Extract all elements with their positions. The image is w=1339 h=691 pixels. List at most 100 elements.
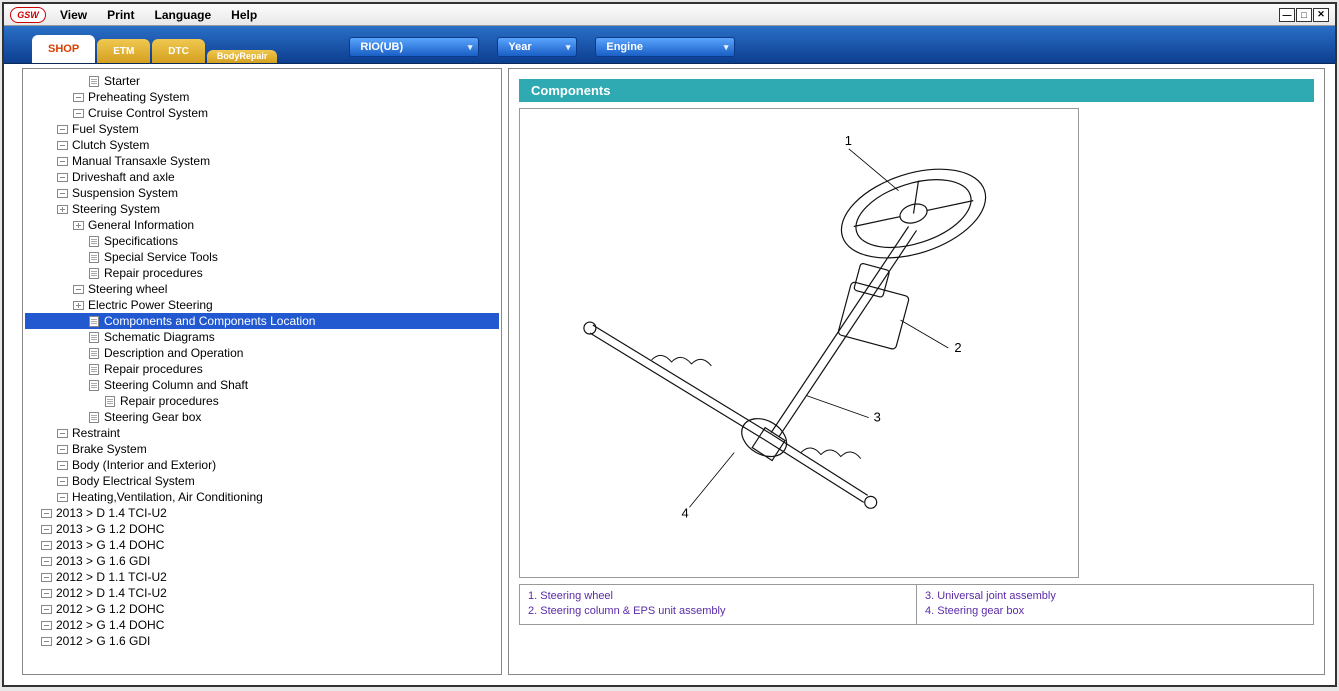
navigation-tree[interactable]: StarterPreheating SystemCruise Control S… [22,68,502,675]
tree-item[interactable]: Clutch System [25,137,499,153]
collapse-icon[interactable] [57,461,68,470]
tree-item[interactable]: 2012 > G 1.4 DOHC [25,617,499,633]
tree-item-label: 2013 > G 1.4 DOHC [56,537,164,553]
menu-language[interactable]: Language [154,8,211,22]
collapse-icon[interactable] [41,509,52,518]
tree-item[interactable]: Cruise Control System [25,105,499,121]
tree-item-label: Driveshaft and axle [72,169,175,185]
tree-item[interactable]: Suspension System [25,185,499,201]
tree-item[interactable]: Schematic Diagrams [25,329,499,345]
collapse-icon[interactable] [73,93,84,102]
document-icon[interactable] [89,364,99,375]
expand-icon[interactable] [73,301,84,310]
tree-item[interactable]: Steering wheel [25,281,499,297]
tree-item-label: Body (Interior and Exterior) [72,457,216,473]
tree-item-label: 2013 > G 1.6 GDI [56,553,150,569]
document-icon[interactable] [89,332,99,343]
document-icon[interactable] [89,76,99,87]
collapse-icon[interactable] [41,573,52,582]
menu-help[interactable]: Help [231,8,257,22]
document-icon[interactable] [89,380,99,391]
steering-diagram-svg: 1 2 3 4 [520,109,1078,577]
collapse-icon[interactable] [73,285,84,294]
document-icon[interactable] [89,348,99,359]
collapse-icon[interactable] [73,109,84,118]
year-dropdown[interactable]: Year [497,37,577,57]
tree-item[interactable]: 2013 > G 1.4 DOHC [25,537,499,553]
collapse-icon[interactable] [57,157,68,166]
tab-body-repair[interactable]: Body Repair [207,50,278,63]
tree-item[interactable]: Steering Column and Shaft [25,377,499,393]
collapse-icon[interactable] [41,589,52,598]
expand-icon[interactable] [73,221,84,230]
tree-item[interactable]: Repair procedures [25,361,499,377]
tree-item[interactable]: Starter [25,73,499,89]
tree-item[interactable]: 2012 > D 1.1 TCI-U2 [25,569,499,585]
tree-item[interactable]: Steering System [25,201,499,217]
document-icon[interactable] [89,268,99,279]
collapse-icon[interactable] [41,557,52,566]
tab-etm[interactable]: ETM [97,39,150,63]
tree-item[interactable]: Heating,Ventilation, Air Conditioning [25,489,499,505]
callout-3: 3 [874,410,881,425]
tree-item[interactable]: Brake System [25,441,499,457]
tree-item[interactable]: Body (Interior and Exterior) [25,457,499,473]
collapse-icon[interactable] [41,605,52,614]
tree-item[interactable]: Repair procedures [25,265,499,281]
tree-item-label: Repair procedures [104,361,203,377]
expand-icon[interactable] [57,205,68,214]
tree-item-label: Cruise Control System [88,105,208,121]
menu-view[interactable]: View [60,8,87,22]
collapse-icon[interactable] [57,173,68,182]
collapse-icon[interactable] [57,189,68,198]
collapse-icon[interactable] [57,429,68,438]
document-icon[interactable] [105,396,115,407]
menu-print[interactable]: Print [107,8,134,22]
tree-item[interactable]: Restraint [25,425,499,441]
tree-item-label: Steering wheel [88,281,167,297]
content-panel[interactable]: Components [508,68,1325,675]
tree-item[interactable]: 2013 > G 1.6 GDI [25,553,499,569]
tree-item[interactable]: 2013 > D 1.4 TCI-U2 [25,505,499,521]
tree-item[interactable]: Special Service Tools [25,249,499,265]
collapse-icon[interactable] [41,525,52,534]
tree-item[interactable]: 2012 > D 1.4 TCI-U2 [25,585,499,601]
tree-item[interactable]: 2012 > G 1.2 DOHC [25,601,499,617]
tree-item[interactable]: Electric Power Steering [25,297,499,313]
tab-body-repair-l2: Repair [239,52,267,61]
minimize-button[interactable]: — [1279,8,1295,22]
tree-item[interactable]: Repair procedures [25,393,499,409]
document-icon[interactable] [89,412,99,423]
collapse-icon[interactable] [57,477,68,486]
tree-item[interactable]: Description and Operation [25,345,499,361]
tree-item[interactable]: Specifications [25,233,499,249]
tree-item[interactable]: 2012 > G 1.6 GDI [25,633,499,649]
document-icon[interactable] [89,236,99,247]
collapse-icon[interactable] [57,125,68,134]
document-icon[interactable] [89,252,99,263]
document-icon[interactable] [89,316,99,327]
collapse-icon[interactable] [57,445,68,454]
tree-item[interactable]: 2013 > G 1.2 DOHC [25,521,499,537]
tree-item[interactable]: Steering Gear box [25,409,499,425]
close-button[interactable]: ✕ [1313,8,1329,22]
tree-item[interactable]: Fuel System [25,121,499,137]
tree-item[interactable]: Manual Transaxle System [25,153,499,169]
tree-item[interactable]: Preheating System [25,89,499,105]
collapse-icon[interactable] [41,637,52,646]
collapse-icon[interactable] [57,493,68,502]
collapse-icon[interactable] [57,141,68,150]
model-dropdown[interactable]: RIO(UB) [349,37,479,57]
engine-dropdown[interactable]: Engine [595,37,735,57]
tree-item[interactable]: General Information [25,217,499,233]
collapse-icon[interactable] [41,621,52,630]
tab-dtc[interactable]: DTC [152,39,205,63]
tree-item[interactable]: Driveshaft and axle [25,169,499,185]
tree-item-label: Electric Power Steering [88,297,213,313]
collapse-icon[interactable] [41,541,52,550]
tree-item[interactable]: Components and Components Location [25,313,499,329]
tree-item[interactable]: Body Electrical System [25,473,499,489]
maximize-button[interactable]: □ [1296,8,1312,22]
tab-shop[interactable]: SHOP [32,35,95,63]
legend-1: 1. Steering wheel [528,589,908,604]
